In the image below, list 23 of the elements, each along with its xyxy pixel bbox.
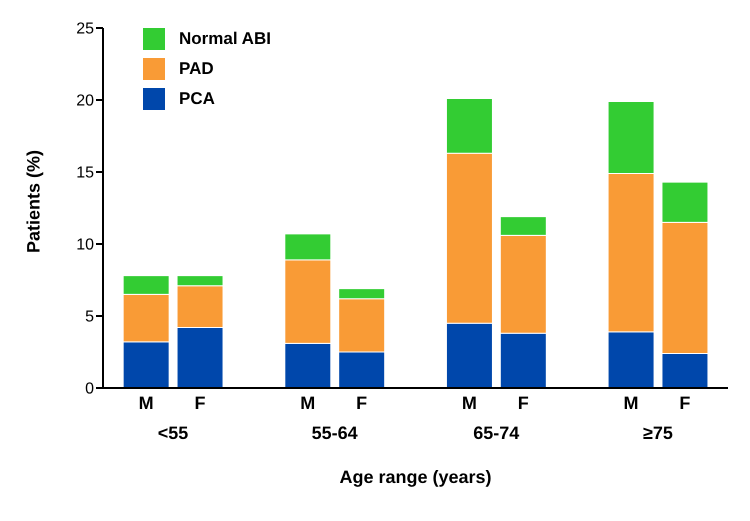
x-tick-label: M [300, 392, 316, 413]
x-tick-label: M [138, 392, 154, 413]
legend-label: PAD [179, 59, 214, 79]
text: 65-74 [473, 422, 520, 443]
y-tick-label: 10 [76, 236, 94, 254]
x-tick-label: F [518, 392, 529, 413]
text: ≥75 [643, 422, 673, 443]
y-tick-label: 25 [76, 20, 94, 38]
x-tick-label: F [679, 392, 690, 413]
x-axis-title: Age range (years) [339, 467, 492, 487]
y-axis-title: Patients (%) [23, 150, 44, 253]
text: <55 [158, 422, 188, 443]
legend-label: Normal ABI [179, 29, 271, 49]
y-tick-label: 5 [85, 308, 94, 326]
y-tick-label: 15 [76, 164, 94, 182]
y-tick-label: 20 [76, 92, 94, 110]
text: 55-64 [312, 422, 358, 443]
x-tick-label: F [194, 392, 206, 413]
x-tick-label: M [624, 392, 639, 413]
legend-label: PCA [179, 89, 215, 109]
x-tick-label: F [356, 392, 368, 413]
x-tick-label: M [462, 392, 477, 413]
y-tick-label: 0 [85, 380, 94, 398]
